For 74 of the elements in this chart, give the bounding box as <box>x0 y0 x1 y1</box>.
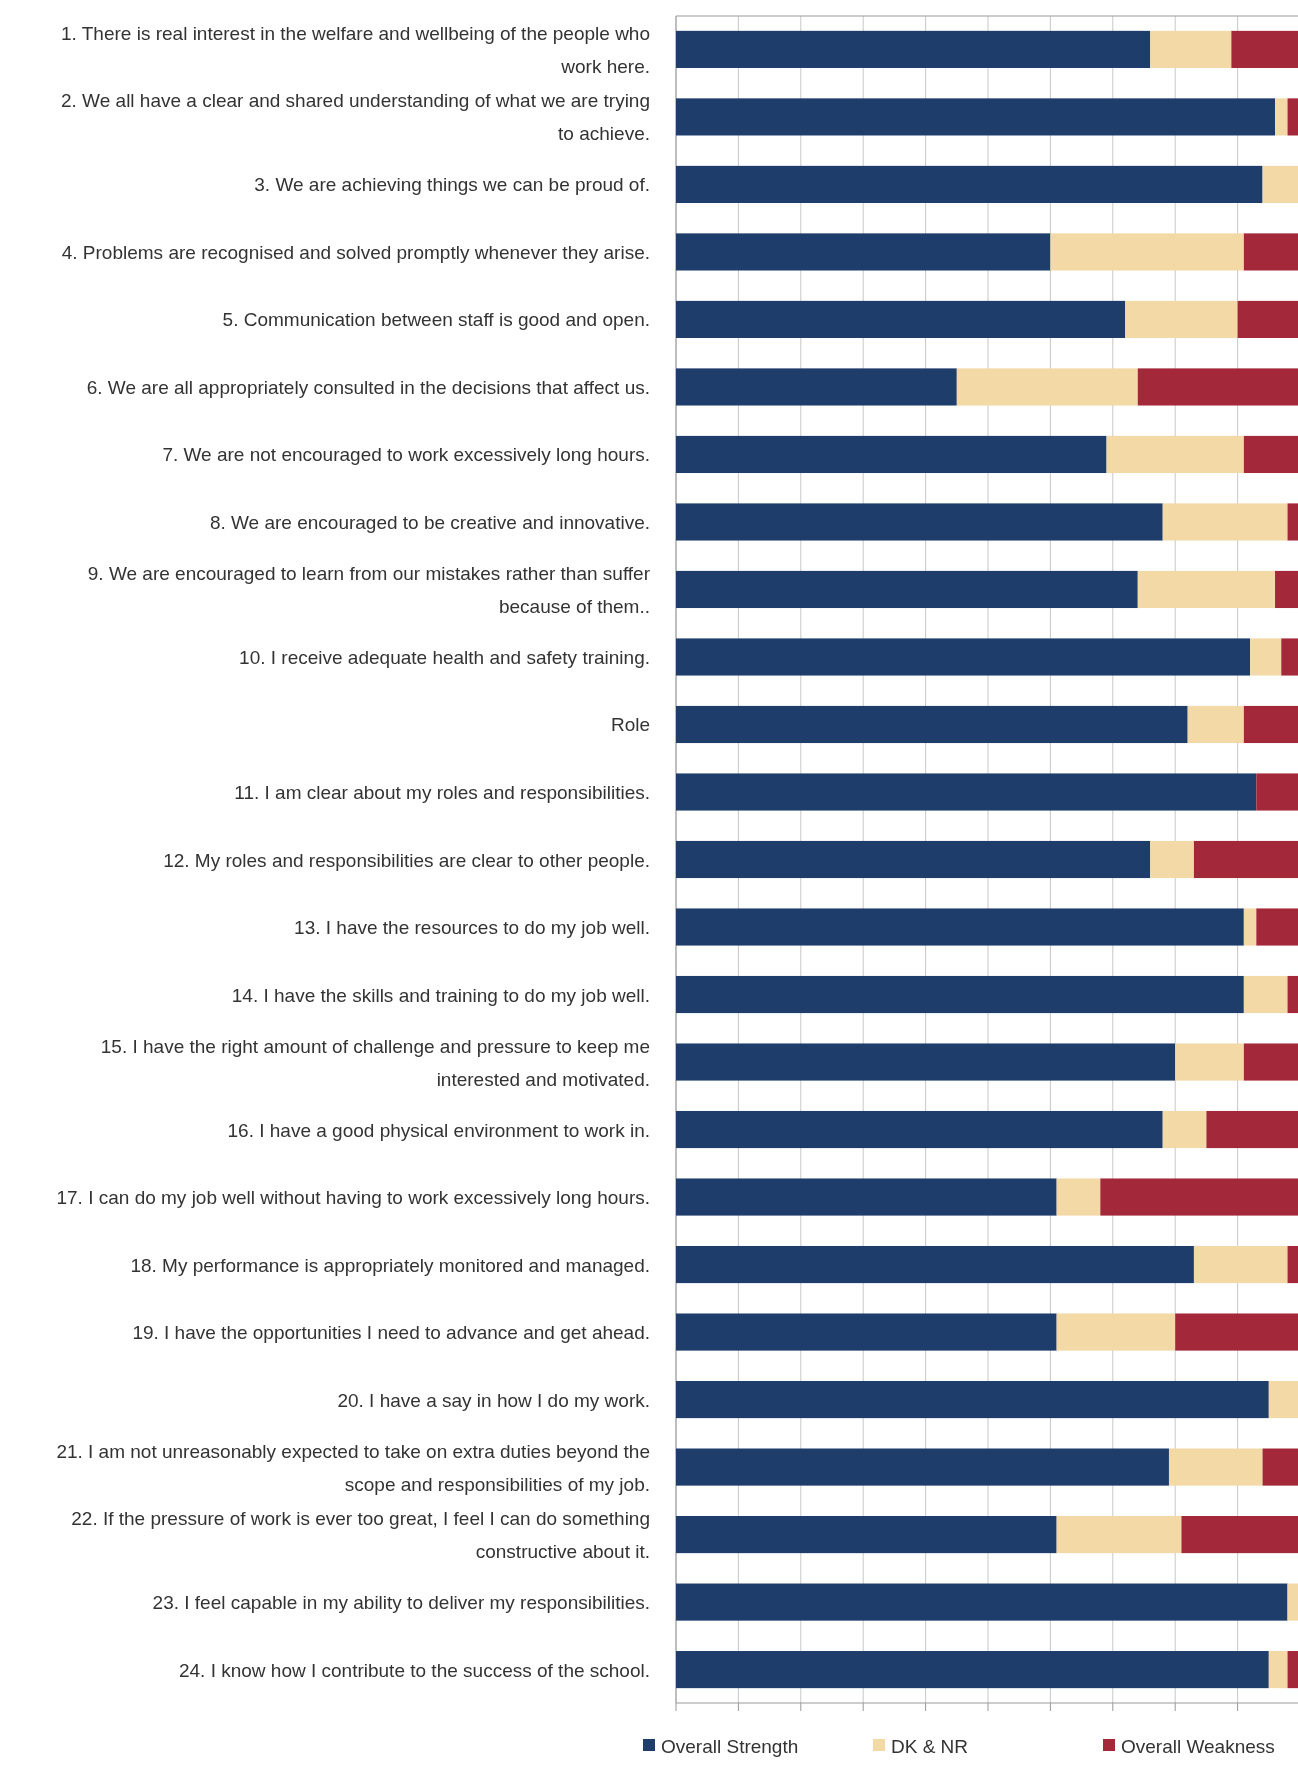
bar <box>676 1245 1194 1284</box>
y-tick-label: 1. There is real interest in the welfare and wellbeing of the people who work here. <box>60 22 650 77</box>
bar <box>1168 1448 1263 1486</box>
bar <box>1268 1651 1288 1689</box>
y-tick-label: 19. I have the opportunities I need to advance and get ahead. <box>132 1321 650 1343</box>
bar <box>1193 1245 1288 1284</box>
bar <box>1056 1516 1182 1554</box>
bar <box>1187 705 1244 744</box>
bar <box>676 705 1188 744</box>
bar <box>1243 975 1288 1014</box>
bar <box>676 435 1107 474</box>
bar <box>676 1110 1163 1149</box>
bar <box>676 1380 1269 1419</box>
y-tick-label: 12. My roles and responsibilities are clear to other people. <box>163 849 650 870</box>
bar <box>676 368 957 406</box>
bar <box>1125 300 1238 339</box>
bar <box>676 233 1051 271</box>
y-tick-label: 23. I feel capable in my ability to deliver my responsibilities. <box>152 1591 650 1613</box>
bar <box>1050 233 1244 271</box>
bar <box>676 1516 1057 1554</box>
y-tick-label: 22. If the pressure of work is ever too great, I feel I can do something constructive about it. <box>71 1507 650 1562</box>
bar <box>676 300 1126 339</box>
y-tick-label: 20. I have a say in how I do my work. <box>337 1389 650 1411</box>
bar <box>676 98 1276 136</box>
bar <box>1150 30 1232 68</box>
y-tick-label: 6. We are all appropriately consulted in the decisions that affect us. <box>86 376 650 398</box>
y-tick-label: 9. We are encouraged to learn from our mistakes rather than suffer because of them.. <box>87 562 651 617</box>
bar <box>1275 98 1288 136</box>
bar <box>1162 1110 1207 1149</box>
y-tick-label: 18. My performance is appropriately monitored and managed. <box>130 1254 650 1276</box>
bar <box>1106 435 1244 474</box>
legend-label: Overall Strength <box>661 1735 799 1757</box>
y-tick-label: 7. We are not encouraged to work excessively long hours. <box>162 443 650 465</box>
bar <box>1150 840 1194 879</box>
bar <box>676 1448 1169 1486</box>
bar <box>676 975 1244 1014</box>
bar <box>676 840 1151 879</box>
bar <box>1056 1313 1176 1351</box>
y-tick-label: 8. We are encouraged to be creative and innovative. <box>209 511 650 533</box>
y-tick-label: 15. I have the right amount of challenge and pressure to keep me interested and motivated. <box>100 1035 650 1090</box>
y-tick-label: 17. I can do my job well without having to work excessively long hours. <box>56 1186 650 1208</box>
y-tick-label: 11. I am clear about my roles and responsibilities. <box>234 781 650 803</box>
bar <box>676 165 1263 203</box>
y-tick-label: 14. I have the skills and training to do my job well. <box>231 984 650 1006</box>
bar <box>1175 1043 1244 1081</box>
y-tick-label: 4. Problems are recognised and solved promptly whenever they arise. <box>61 241 650 263</box>
bar <box>1137 570 1276 609</box>
bar <box>676 30 1151 68</box>
y-tick-label: Role <box>610 713 650 735</box>
legend-label: Overall Weakness <box>1121 1735 1275 1757</box>
bar <box>1250 638 1282 676</box>
y-tick-label: 5. Communication between staff is good and open. <box>222 308 650 330</box>
y-tick-label: 10. I receive adequate health and safety training. <box>239 646 650 668</box>
bar <box>676 1178 1057 1216</box>
bar <box>676 908 1244 946</box>
bar <box>676 1043 1176 1081</box>
bar <box>676 1313 1057 1351</box>
bar <box>956 368 1138 406</box>
y-tick-label: 13. I have the resources to do my job well. <box>294 916 650 938</box>
legend-label: DK & NR <box>891 1735 969 1757</box>
y-tick-label: 2. We all have a clear and shared understanding of what we are trying to achieve. <box>61 89 650 144</box>
bar <box>676 638 1251 676</box>
bar <box>676 570 1138 609</box>
y-tick-label: 24. I know how I contribute to the success of the school. <box>178 1659 650 1681</box>
bar <box>676 1583 1288 1621</box>
y-tick-label: 3. We are achieving things we can be proud of. <box>254 173 650 195</box>
y-tick-label: 21. I am not unreasonably expected to take on extra duties beyond the scope and responsibilities of my job. <box>56 1440 650 1495</box>
bar <box>1243 908 1257 946</box>
y-tick-label: 16. I have a good physical environment to work in. <box>227 1119 650 1141</box>
bar <box>1056 1178 1101 1216</box>
bar <box>676 773 1257 811</box>
bar <box>676 1651 1269 1689</box>
bar <box>1162 503 1288 541</box>
bar <box>676 503 1163 541</box>
